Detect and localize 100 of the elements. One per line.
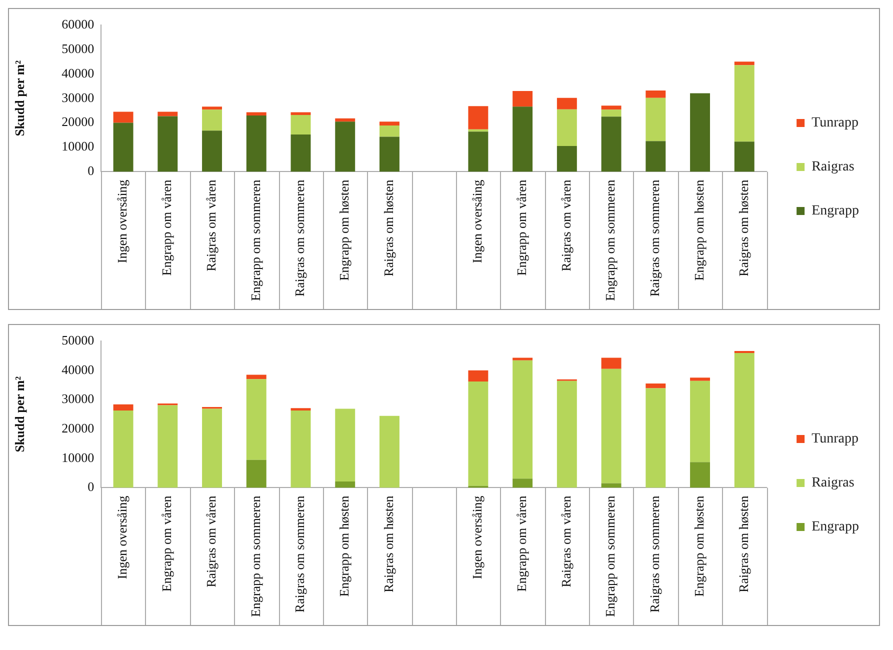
x-tick-label: Raigras om høsten (736, 179, 751, 276)
bar (379, 122, 400, 126)
bar (113, 122, 134, 172)
x-tick-label: Raigras om våren (558, 179, 574, 272)
bar (290, 410, 311, 488)
x-tick-label: Engrapp om høsten (691, 179, 706, 281)
y-tick-label: 10000 (62, 450, 94, 465)
y-tick-label: 20000 (62, 420, 94, 436)
x-tick-label: Ingen oversåing (114, 495, 130, 580)
x-tick-label: Raigras om sommeren (647, 495, 662, 613)
bar (158, 405, 178, 488)
x-tick-label: Raigras om våren (203, 495, 218, 588)
x-tick-label: Engrapp om høsten (336, 179, 352, 281)
x-tick-label: Engrapp om våren (514, 495, 529, 592)
bar (601, 110, 622, 117)
legend-label: Raigras (812, 476, 854, 491)
x-tick-label: Ingen oversåing (470, 179, 485, 264)
bar (290, 408, 311, 411)
bar (512, 360, 533, 479)
y-tick-label: 30000 (62, 391, 94, 406)
x-tick-label: Engrapp om høsten (691, 495, 706, 597)
bar (335, 122, 356, 172)
x-tick-label: Engrapp om sommeren (602, 179, 618, 302)
x-tick-label: Raigras om sommeren (292, 179, 308, 297)
x-tick-label: Raigras om høsten (736, 495, 751, 592)
y-tick-label: 20000 (62, 114, 94, 130)
bar (601, 368, 622, 484)
bar (556, 380, 577, 488)
bar (556, 146, 577, 172)
bar (246, 374, 266, 380)
x-tick-label: Engrapp om høsten (336, 495, 352, 597)
bar (468, 132, 488, 172)
bar (646, 98, 666, 142)
bar (512, 91, 533, 107)
y-tick-label: 50000 (62, 40, 94, 56)
bar (556, 98, 577, 110)
x-tick-label: Engrapp om våren (159, 495, 174, 592)
bar (335, 408, 356, 482)
bar (246, 112, 266, 116)
bar (556, 109, 577, 146)
bar (468, 106, 488, 130)
bar (290, 114, 311, 135)
bar (158, 112, 178, 116)
x-tick-label: Raigras om sommeren (292, 495, 308, 613)
y-tick-label: 0 (88, 163, 94, 178)
bar (690, 462, 710, 488)
y-tick-label: 40000 (62, 362, 94, 377)
bar (202, 130, 222, 172)
bar (335, 118, 356, 122)
bar (290, 134, 311, 172)
bar (246, 115, 266, 172)
bar (734, 353, 754, 488)
bar (246, 460, 266, 488)
y-tick-label: 50000 (62, 332, 94, 348)
bar (468, 381, 488, 486)
bar (512, 106, 533, 172)
bar (202, 110, 222, 131)
bar (335, 482, 356, 488)
bar (113, 410, 134, 488)
x-tick-label: Raigras om høsten (380, 179, 396, 276)
x-tick-label: Raigras om sommeren (647, 179, 662, 297)
bar (512, 358, 533, 360)
x-tick-label: Raigras om våren (203, 179, 218, 272)
bar (202, 408, 222, 488)
x-tick-label: Raigras om høsten (380, 495, 396, 592)
legend-label: Raigras (812, 160, 854, 175)
bar (113, 404, 134, 411)
x-tick-label: Ingen oversåing (470, 495, 485, 580)
bar (734, 142, 754, 172)
bar (512, 478, 533, 488)
bar (690, 93, 710, 172)
bar (690, 378, 710, 381)
bar (158, 116, 178, 172)
bar (246, 379, 266, 460)
bar (601, 116, 622, 172)
y-tick-label: 60000 (62, 16, 94, 32)
y-tick-label: 40000 (62, 65, 94, 80)
bar (646, 141, 666, 172)
x-tick-label: Engrapp om våren (514, 179, 529, 276)
bar (646, 90, 666, 98)
bar (734, 350, 754, 354)
x-tick-label: Raigras om våren (558, 495, 574, 588)
legend-label: Engrapp (812, 520, 860, 535)
x-tick-label: Ingen oversåing (114, 179, 130, 264)
bar (734, 65, 754, 142)
x-tick-label: Engrapp om sommeren (602, 495, 618, 618)
bar (690, 380, 710, 462)
bar (646, 384, 666, 388)
bar (290, 112, 311, 115)
x-tick-label: Engrapp om sommeren (248, 179, 263, 302)
bar (601, 483, 622, 488)
legend-label: Tunrapp (812, 116, 859, 131)
bar (601, 106, 622, 110)
bar (734, 62, 754, 66)
bar (646, 388, 666, 488)
legend-label: Tunrapp (812, 432, 859, 447)
bar (468, 129, 488, 132)
bar (379, 416, 400, 488)
bar (379, 125, 400, 137)
bar (202, 106, 222, 110)
